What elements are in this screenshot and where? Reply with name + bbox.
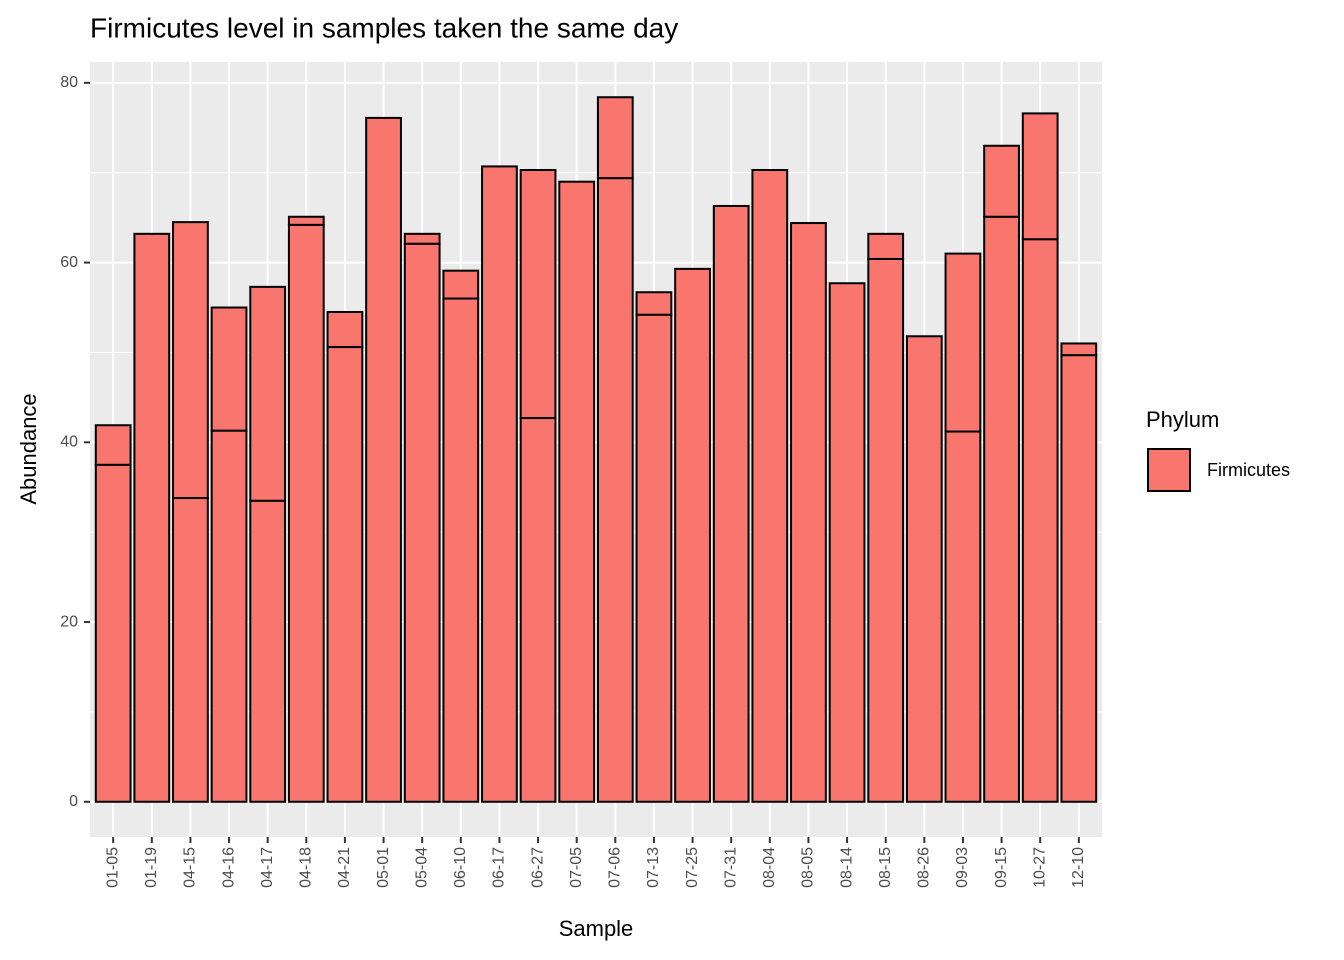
x-tick-label: 08-04 (761, 847, 778, 888)
bar-segment (635, 313, 673, 803)
bar-segment (365, 116, 402, 803)
x-tick-label: 08-26 (916, 847, 933, 888)
x-tick-label: 04-17 (259, 847, 276, 888)
x-tick-label: 04-21 (336, 847, 353, 888)
y-tick-label: 80 (60, 74, 78, 91)
y-tick-label: 60 (60, 254, 78, 271)
bar-segment (249, 499, 287, 803)
x-tick-label: 04-15 (182, 847, 199, 888)
x-tick-label: 08-15 (877, 847, 894, 888)
bar-segment (674, 267, 711, 803)
bar-segment (712, 204, 750, 803)
bar-segment (133, 232, 171, 803)
x-tick-label: 07-05 (568, 847, 585, 888)
y-axis-label: Abundance (16, 393, 41, 504)
bar-segment (94, 424, 132, 466)
x-tick-label: 07-13 (645, 847, 662, 888)
bar-segment (326, 311, 364, 349)
bar-segment (983, 215, 1020, 803)
bar-segment (635, 291, 673, 316)
x-tick-label: 01-19 (143, 847, 160, 888)
bar-segment (287, 223, 325, 803)
bar-segment (983, 144, 1020, 218)
x-tick-label: 10-27 (1031, 847, 1048, 888)
bar-segment (442, 269, 480, 300)
bar-segment (828, 282, 866, 803)
bar-segment (249, 285, 287, 502)
bar-segment (210, 306, 248, 432)
x-tick-label: 06-10 (452, 847, 469, 888)
chart-title: Firmicutes level in samples taken the sa… (90, 12, 678, 43)
bar-segment (519, 417, 557, 803)
x-tick-label: 07-31 (722, 847, 739, 888)
legend-key (1147, 448, 1191, 492)
bar-segment (790, 222, 827, 803)
x-tick-label: 06-17 (491, 847, 508, 888)
legend-label: Firmicutes (1207, 460, 1290, 480)
bar-segment (751, 169, 789, 803)
y-tick-label: 0 (69, 793, 78, 810)
bar-segment (867, 257, 905, 803)
bar-segment (326, 346, 364, 803)
x-tick-label: 04-18 (298, 847, 315, 888)
bar-segment (481, 165, 518, 803)
bar-segment (905, 335, 943, 803)
x-tick-label: 09-03 (954, 847, 971, 888)
bar-segment (1021, 112, 1059, 241)
legend-title: Phylum (1146, 407, 1219, 432)
bar-segment (403, 242, 441, 803)
bar-segment (596, 177, 634, 803)
bar-segment (596, 96, 634, 180)
y-tick-label: 40 (60, 434, 78, 451)
bar-segment (558, 180, 596, 803)
bar-segment (1021, 238, 1059, 803)
bar-segment (210, 429, 248, 803)
bar-segment (172, 497, 209, 803)
x-tick-label: 08-14 (838, 847, 855, 888)
bar-segment (944, 252, 982, 433)
bar-segment (94, 463, 132, 803)
x-tick-label: 05-01 (375, 847, 392, 888)
x-tick-label: 07-25 (684, 847, 701, 888)
x-tick-label: 07-06 (607, 847, 624, 888)
x-tick-label: 09-15 (993, 847, 1010, 888)
y-tick-label: 20 (60, 613, 78, 630)
bar-segment (1060, 342, 1098, 357)
x-tick-label: 04-16 (220, 847, 237, 888)
x-tick-label: 12-10 (1070, 847, 1087, 888)
bar-segment (287, 215, 325, 226)
x-tick-label: 05-04 (413, 847, 430, 888)
x-tick-label: 01-05 (104, 847, 121, 888)
x-tick-label: 08-05 (800, 847, 817, 888)
bar-segment (172, 221, 209, 500)
bar-segment (944, 430, 982, 803)
bar-segment (867, 232, 905, 260)
bar-segment (403, 232, 441, 245)
x-axis-label: Sample (559, 916, 634, 941)
x-tick-label: 06-27 (529, 847, 546, 888)
bar-segment (442, 297, 480, 803)
bar-segment (519, 169, 557, 420)
bar-segment (1060, 354, 1098, 803)
